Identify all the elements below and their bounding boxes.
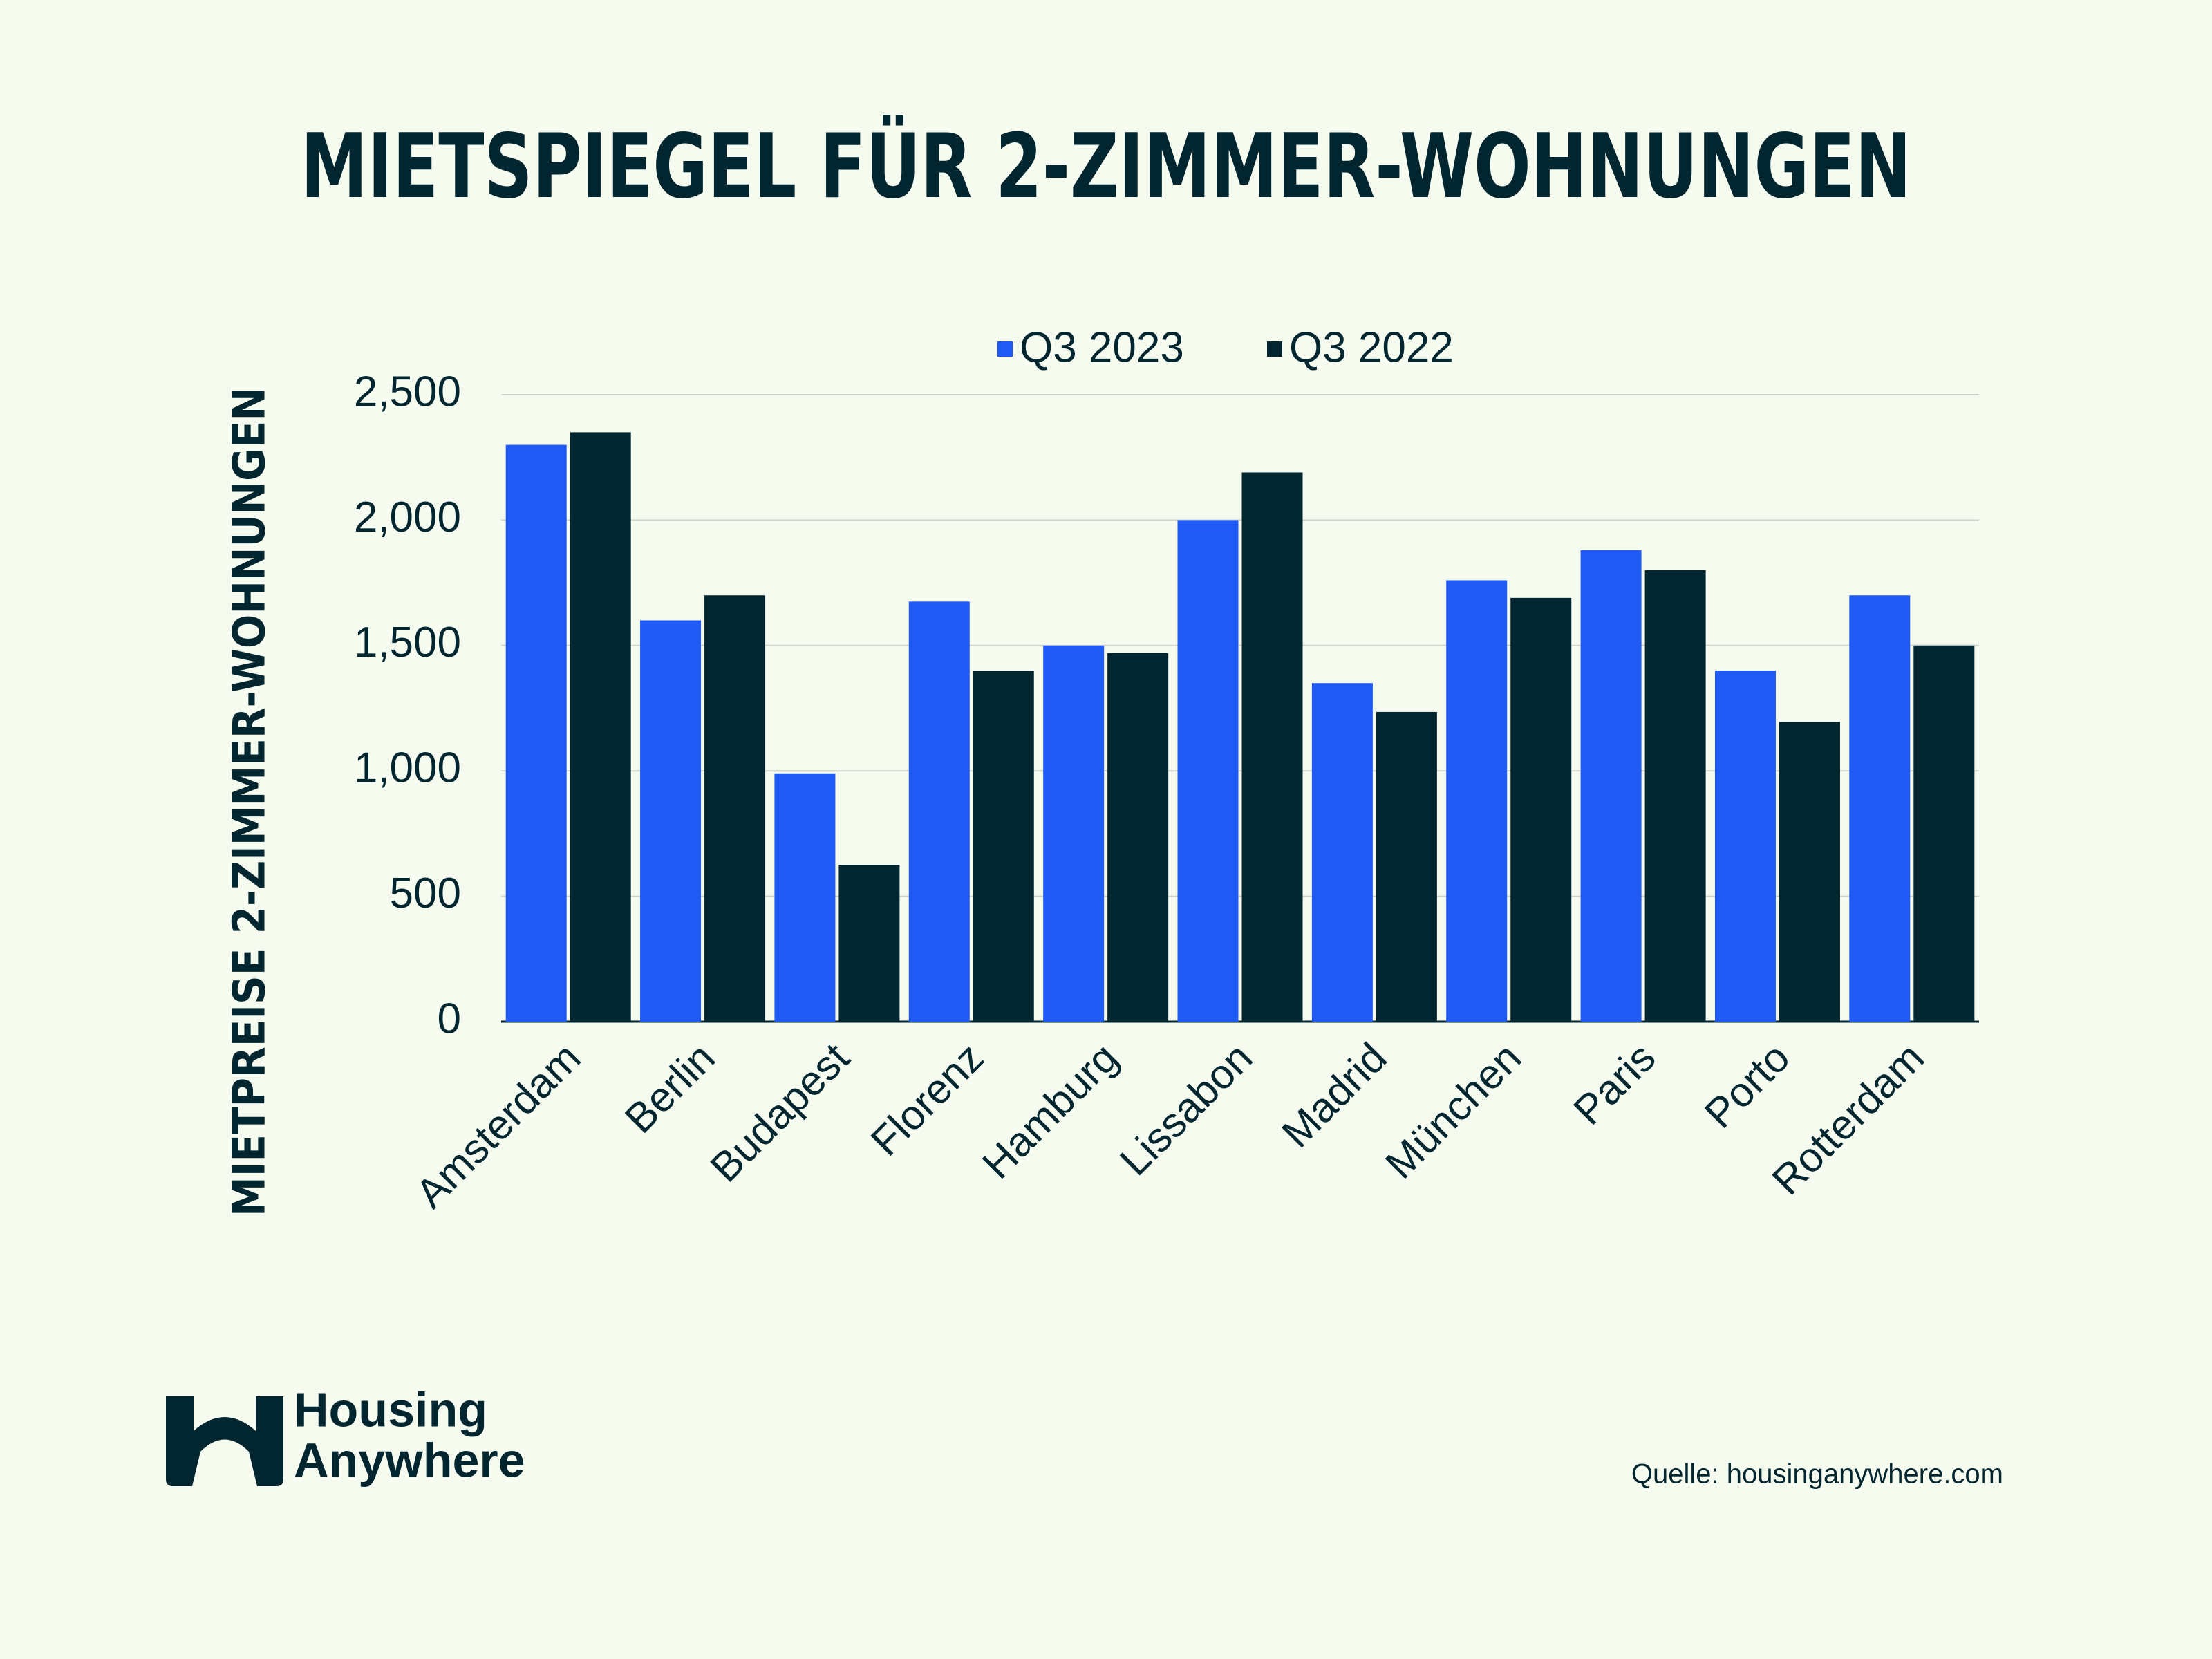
bar [774, 773, 836, 1022]
y-tick-label: 500 [390, 870, 461, 917]
bar [1311, 683, 1373, 1022]
bar [973, 671, 1034, 1022]
logo: Housing Anywhere [166, 1382, 525, 1487]
legend-label: Q3 2023 [1020, 324, 1184, 371]
chart-title: MIETSPIEGEL FÜR 2-ZIMMER-WOHNUNGEN [301, 115, 1911, 218]
bar [1849, 595, 1911, 1022]
bar [1580, 550, 1642, 1022]
y-tick-label: 2,500 [354, 368, 461, 415]
legend-swatch [1267, 341, 1282, 357]
bar [1913, 645, 1975, 1022]
bar [1043, 645, 1105, 1022]
logo-text: Housing [294, 1382, 487, 1436]
bar [1779, 722, 1840, 1022]
y-tick-label: 2,000 [354, 494, 461, 541]
y-tick-label: 1,000 [354, 744, 461, 792]
bar [1446, 580, 1508, 1022]
bar [570, 432, 631, 1022]
source: Quelle: housinganywhere.com [1631, 1459, 2003, 1490]
bar [908, 601, 970, 1022]
y-tick-label: 1,500 [354, 619, 461, 666]
bar [640, 620, 702, 1022]
bar [505, 444, 567, 1022]
bar [1376, 711, 1437, 1022]
y-axis-label: MIETPREISE 2-ZIMMER-WOHNUNGEN [225, 387, 276, 1217]
logo-icon [166, 1396, 283, 1486]
bar [704, 595, 766, 1022]
legend-label: Q3 2022 [1289, 324, 1454, 371]
bar [1107, 653, 1169, 1022]
logo-text: Anywhere [294, 1433, 525, 1487]
y-tick-label: 0 [438, 995, 461, 1042]
bar [1644, 570, 1706, 1022]
bar [838, 865, 900, 1022]
legend-swatch [997, 341, 1013, 357]
bar [1510, 597, 1572, 1022]
bar [1177, 520, 1239, 1022]
bar [1241, 472, 1303, 1022]
bar [1714, 671, 1776, 1022]
